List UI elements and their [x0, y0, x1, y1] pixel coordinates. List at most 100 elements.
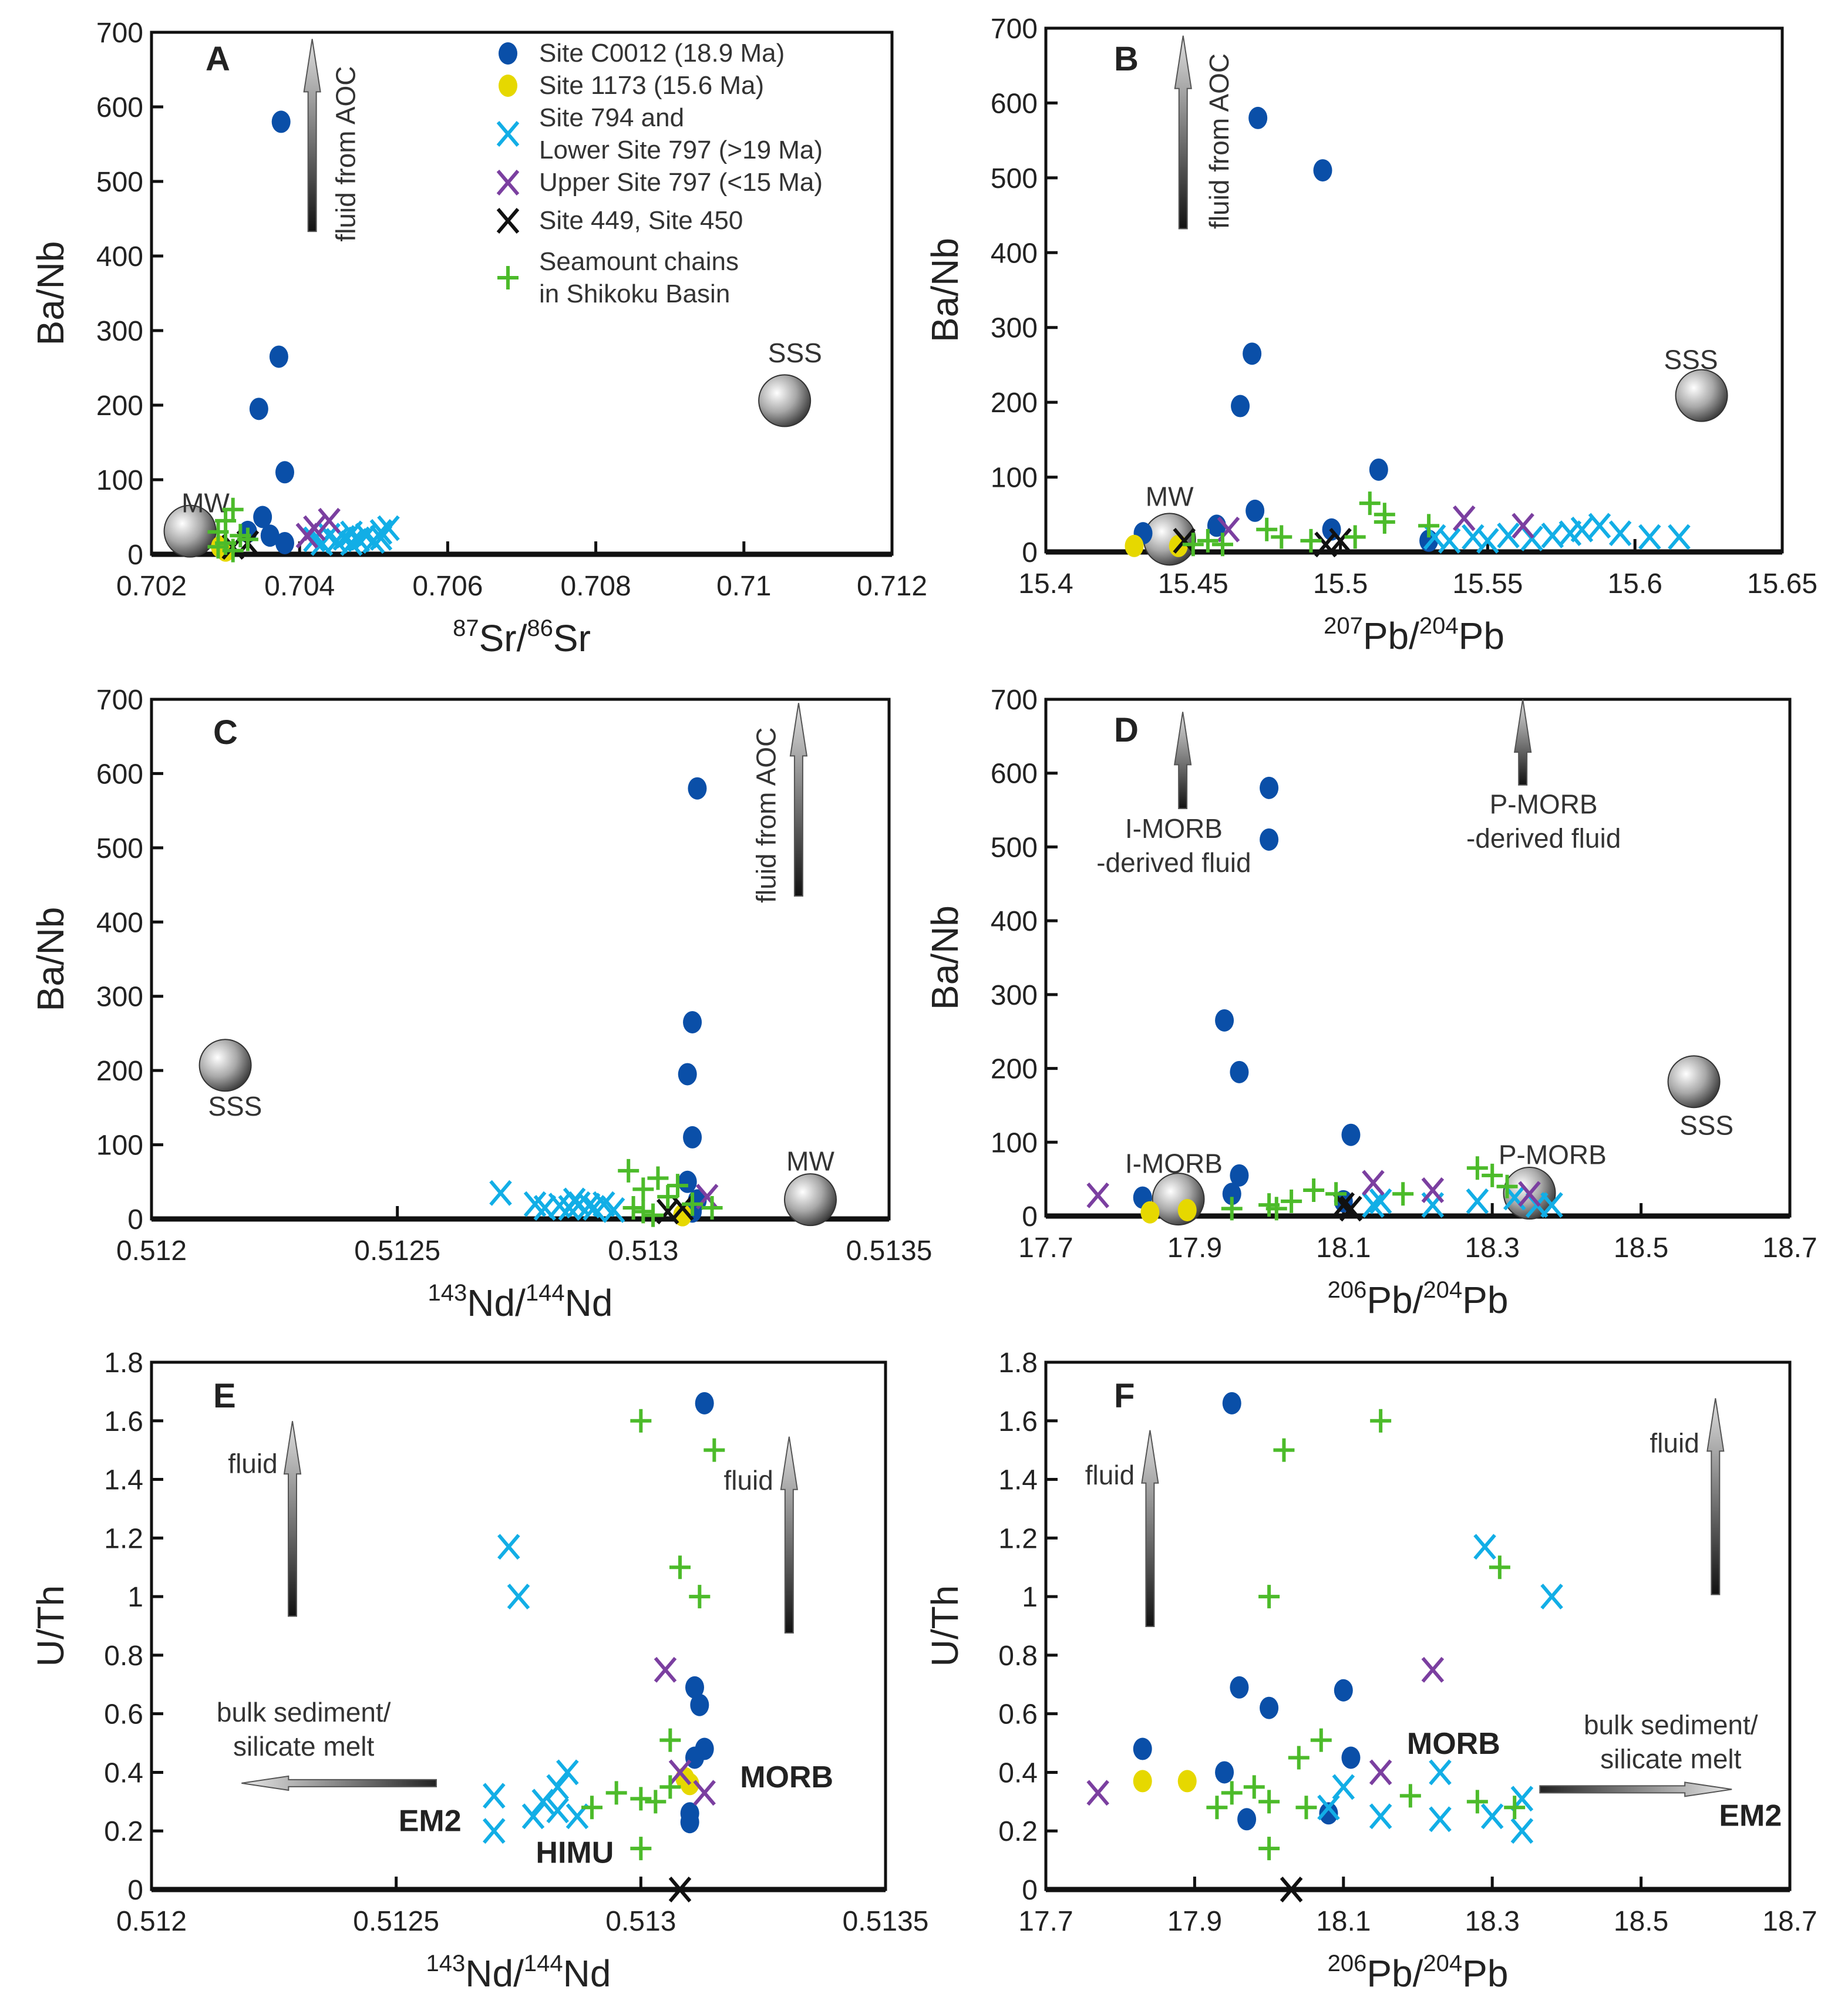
data-point — [1429, 1759, 1452, 1786]
annotation-line: I-MORB — [1125, 813, 1223, 844]
x-axis-title-part: Sr — [553, 617, 591, 659]
data-point — [1480, 1803, 1504, 1830]
data-point — [1392, 1182, 1414, 1206]
annotation-line: SSS — [1679, 1110, 1733, 1140]
data-point — [1271, 525, 1292, 549]
x-axis-title: 87Sr/86Sr — [453, 615, 591, 659]
data-point — [340, 530, 363, 556]
data-point — [1540, 1192, 1563, 1218]
series-seam — [618, 1158, 723, 1227]
series-c0012 — [1133, 776, 1361, 1213]
x-axis-title: 206Pb/204Pb — [1328, 1277, 1509, 1321]
series-s794 — [489, 1180, 625, 1223]
y-tick-label: 0.6 — [998, 1699, 1038, 1730]
y-tick-label: 1.2 — [104, 1523, 143, 1554]
data-point — [1370, 1409, 1392, 1433]
data-point — [1344, 525, 1366, 549]
x-tick-label: 15.45 — [1158, 568, 1228, 600]
x-tick-label: 18.3 — [1465, 1906, 1519, 1937]
data-point — [1310, 1728, 1332, 1752]
x-axis-title-superscript: 144 — [526, 1280, 565, 1306]
data-point — [260, 524, 280, 547]
series-s449 — [1280, 1877, 1303, 1902]
x-axis-title-superscript: 204 — [1419, 613, 1459, 639]
x-tick-label: 0.706 — [412, 571, 483, 602]
y-tick-label: 0 — [1022, 537, 1038, 568]
y-tick-label: 1.8 — [104, 1348, 143, 1379]
data-point — [1273, 1438, 1295, 1462]
series-u797 — [295, 507, 341, 549]
x-tick-label: 0.512 — [116, 1906, 187, 1937]
data-point — [671, 1195, 694, 1221]
y-tick-label: 1.4 — [104, 1465, 143, 1496]
data-point — [1215, 1009, 1234, 1032]
y-axis-title: Ba/Nb — [924, 905, 966, 1010]
arrow-up-icon — [303, 39, 321, 233]
y-tick-label: 1.2 — [998, 1523, 1038, 1554]
y-tick-label: 0 — [127, 1875, 143, 1906]
y-tick-label: 1.6 — [998, 1406, 1038, 1437]
data-point — [1466, 1156, 1488, 1180]
data-point — [1237, 1808, 1257, 1831]
y-tick-label: 1.4 — [998, 1465, 1038, 1496]
data-point — [701, 1196, 723, 1220]
annotation-line: bulk sediment/ — [217, 1697, 391, 1727]
y-tick-label: 0 — [1022, 1875, 1038, 1906]
legend-item-s1173: Site 1173 (15.6 Ma) — [499, 71, 764, 100]
y-axis-title: Ba/Nb — [29, 241, 72, 346]
annotation-label: fluid from AOC — [751, 728, 782, 903]
x-axis-title: 143Nd/144Nd — [426, 1951, 611, 1995]
arrow-left-icon — [241, 1775, 437, 1791]
data-point — [667, 1174, 688, 1198]
annotation-line: EM2 — [399, 1804, 462, 1838]
annotation-line: SSS — [768, 338, 822, 368]
x-tick-label: 15.65 — [1747, 568, 1817, 600]
series-s794 — [483, 1534, 589, 1844]
panel-label: A — [206, 40, 230, 78]
data-point — [1182, 533, 1204, 557]
data-point — [680, 1811, 699, 1834]
data-point — [1489, 1555, 1510, 1579]
data-point — [1497, 523, 1520, 548]
data-point — [1313, 159, 1332, 182]
panel-label: D — [1114, 711, 1139, 749]
annotation-label: fluid from AOC — [330, 66, 361, 241]
data-point — [1243, 1775, 1265, 1799]
annotation-label: MORB — [740, 1760, 833, 1794]
data-point — [1230, 1676, 1249, 1699]
endmember-sphere — [198, 1039, 252, 1092]
x-tick-label: 0.5125 — [353, 1906, 439, 1937]
data-point — [249, 398, 268, 420]
plot-frame — [1044, 698, 1792, 1218]
data-point — [1125, 534, 1144, 557]
x-axis-title: 206Pb/204Pb — [1328, 1951, 1509, 1995]
x-axis-title-superscript: 87 — [453, 615, 479, 641]
annotation-label: bulk sediment/silicate melt — [1584, 1710, 1758, 1774]
x-axis-title-superscript: 86 — [527, 615, 553, 641]
data-point — [275, 531, 294, 554]
y-tick-label: 100 — [96, 1130, 143, 1161]
data-point — [1329, 527, 1352, 554]
y-tick-label: 1.8 — [998, 1348, 1038, 1379]
legend-marker-x-icon — [496, 170, 520, 196]
x-tick-label: 17.9 — [1167, 1906, 1222, 1937]
data-point — [1668, 524, 1691, 550]
annotation-label: SSS — [1679, 1110, 1733, 1140]
panel-e: E 0.512 0.5125 0.513 0.5135 0 0.2 0.4 0.6 0.8 1 1.2… — [29, 1348, 928, 1995]
arrow-up-icon — [780, 1436, 798, 1634]
series-s794 — [1317, 1534, 1563, 1844]
legend: Site C0012 (18.9 Ma) Site 1173 (15.6 Ma) S… — [496, 39, 823, 308]
annotation-label: SSS — [208, 1091, 262, 1121]
series-seam — [1182, 491, 1440, 557]
data-point — [1540, 1584, 1563, 1610]
data-point — [683, 1126, 702, 1149]
data-point — [1332, 1774, 1355, 1800]
y-tick-label: 500 — [991, 832, 1038, 863]
arrow-up-icon — [1513, 699, 1532, 786]
data-point — [1197, 528, 1218, 553]
x-axis-title-superscript: 143 — [426, 1951, 466, 1976]
annotation-line: fluid — [1650, 1428, 1699, 1459]
y-tick-label: 600 — [96, 92, 143, 123]
data-point — [1369, 1803, 1392, 1830]
data-point — [642, 1203, 664, 1227]
